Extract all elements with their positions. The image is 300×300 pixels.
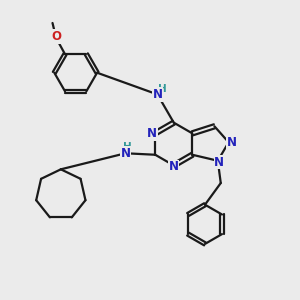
Text: N: N (226, 136, 237, 149)
Text: N: N (152, 88, 162, 101)
Text: N: N (147, 127, 157, 140)
Text: N: N (169, 160, 179, 173)
Text: H: H (123, 142, 131, 152)
Text: O: O (51, 30, 61, 43)
Text: N: N (214, 156, 224, 169)
Text: N: N (121, 147, 130, 160)
Text: H: H (158, 84, 167, 94)
